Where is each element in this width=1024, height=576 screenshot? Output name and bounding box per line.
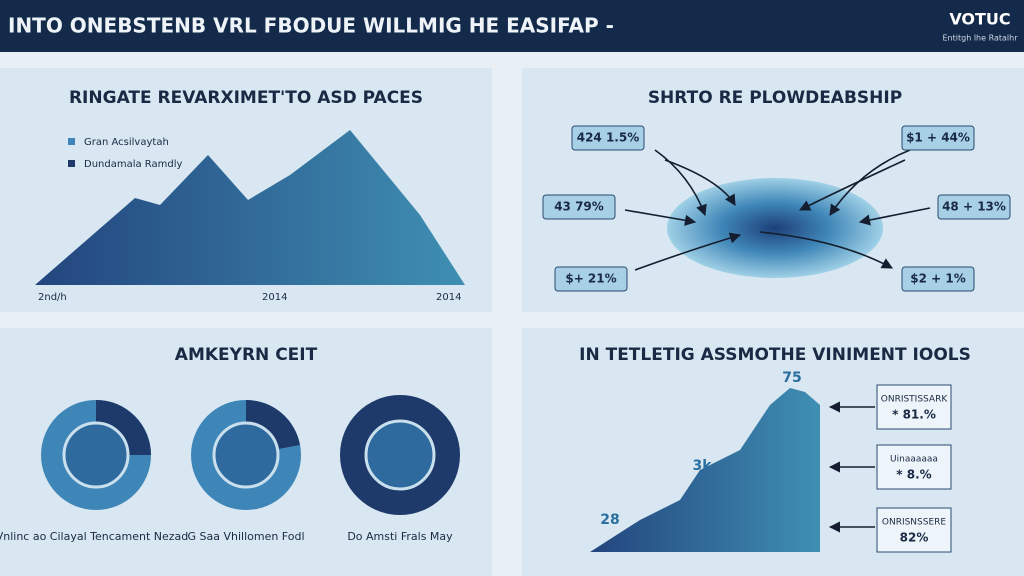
panel-title: IN TETLETIG ASSMOTHE VINIMENT IOOLS	[579, 345, 971, 365]
area-shape	[590, 388, 820, 552]
value-label: 28	[600, 512, 619, 528]
caption: Do Amsti Frals May	[347, 530, 453, 543]
arrows	[624, 149, 931, 271]
x-label: 2nd/h	[38, 292, 67, 303]
label: $2 + 1%	[910, 272, 965, 286]
box-title: ONRISTISSARK	[881, 395, 949, 405]
header-title: INTO ONEBSTENB VRL FBODUE WILLMIG HE EAS…	[8, 14, 614, 38]
label: 43 79%	[554, 200, 604, 214]
legend-swatch	[68, 138, 75, 145]
caption: G Saa Vhillomen Fodl	[187, 530, 304, 543]
box-value: * 8.%	[896, 468, 931, 482]
info-boxes	[876, 384, 952, 553]
disc	[667, 178, 883, 278]
value-label: 3k	[692, 458, 712, 474]
legend-label: Gran Acsilvaytah	[84, 137, 169, 148]
box-value: 82%	[900, 531, 929, 545]
logo: VOTUC	[949, 10, 1010, 29]
label: 48 + 13%	[942, 200, 1006, 214]
legend-swatch	[68, 160, 75, 167]
donuts	[41, 395, 460, 515]
area-shape	[35, 130, 465, 285]
logo-sub: Entitgh lhe Ratalhr	[943, 34, 1019, 43]
label: $+ 21%	[565, 272, 616, 286]
box-title: Uinaaaaaa	[890, 455, 938, 465]
box-value: * 81.%	[892, 408, 936, 422]
value-label: 75	[782, 370, 801, 386]
label: $1 + 44%	[906, 131, 970, 145]
header-bar	[0, 0, 1024, 52]
x-label: 2014	[436, 292, 461, 303]
legend-label: Dundamala Ramdly	[84, 159, 183, 170]
caption: Vnlinc ao Cilayal Tencament Nezad	[0, 530, 188, 543]
panel-title: RINGATE REVARXIMET'TO ASD PACES	[69, 88, 423, 108]
label: 424 1.5%	[577, 131, 640, 145]
arrows	[828, 401, 875, 533]
box-title: ONRISNSSERE	[882, 518, 947, 528]
x-label: 2014	[262, 292, 287, 303]
panel-title: SHRTO RE PLOWDEABSHIP	[648, 88, 902, 108]
label-boxes	[542, 125, 1011, 292]
panel-title: AMKEYRN CEIT	[175, 345, 318, 365]
